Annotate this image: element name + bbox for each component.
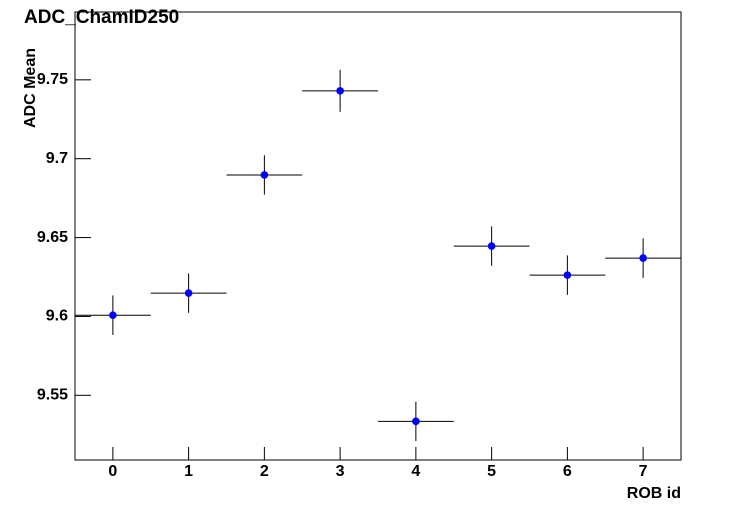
data-point <box>109 311 117 319</box>
x-tick-label: 3 <box>336 463 345 480</box>
x-tick-label: 4 <box>411 463 420 480</box>
data-point <box>260 171 269 179</box>
data-point <box>487 242 496 250</box>
x-axis-label: ROB id <box>627 485 681 502</box>
y-tick-label: 9.65 <box>37 229 68 246</box>
data-point <box>563 271 572 279</box>
y-tick-label: 9.7 <box>46 150 68 167</box>
data-point <box>412 417 420 426</box>
x-tick-label: 6 <box>563 463 572 480</box>
y-tick-label: 9.75 <box>37 71 68 88</box>
data-point <box>639 254 647 262</box>
data-point <box>184 289 193 297</box>
chart-title: ADC_ChamID250 <box>24 7 179 28</box>
plot-frame <box>74 11 682 461</box>
y-tick-label: 9.55 <box>37 387 68 404</box>
x-tick-label: 7 <box>639 463 648 480</box>
data-point <box>336 87 344 95</box>
y-tick-label: 9.6 <box>46 308 68 325</box>
x-tick-label: 2 <box>260 463 269 480</box>
x-tick-label: 1 <box>184 463 193 480</box>
y-axis-label: ADC Mean <box>22 48 39 128</box>
x-tick-label: 0 <box>108 463 117 480</box>
x-tick-label: 5 <box>487 463 496 480</box>
